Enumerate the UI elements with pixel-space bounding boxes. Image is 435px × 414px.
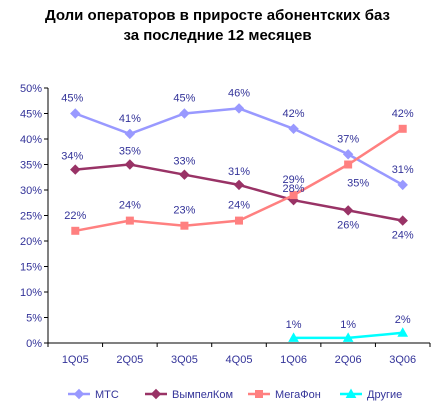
legend-entry: ВымпелКом [145, 388, 233, 401]
y-tick-label: 50% [20, 83, 42, 95]
legend-label: ВымпелКом [172, 389, 233, 401]
x-tick-label: 3Q06 [389, 354, 416, 366]
series-3-point [344, 160, 353, 169]
series-2-point [233, 179, 245, 191]
legend-swatch-marker [73, 388, 85, 400]
series-1-point [342, 149, 354, 160]
series-1-point [124, 128, 136, 140]
series-3-point [125, 216, 134, 225]
series-3-data-label: 24% [228, 200, 250, 212]
y-tick-label: 45% [20, 109, 42, 121]
series-3-point [235, 216, 243, 225]
series-4-data-label: 2% [395, 314, 411, 326]
chart-axes: 0% 5% 10% 15% 20% 25% 30% 35% 40% 45% 50% 1Q05 2Q05 3… [20, 83, 431, 366]
chart-series [70, 103, 409, 342]
series-1-point [70, 108, 81, 119]
series-2-point [397, 215, 408, 226]
series-1-point [288, 123, 299, 135]
series-1-data-label: 41% [119, 113, 141, 125]
legend-entry: Другие [340, 388, 402, 401]
y-tick-label: 20% [20, 236, 42, 248]
legend-swatch-marker [345, 388, 357, 398]
y-tick-label: 25% [20, 211, 42, 223]
x-tick-label: 1Q06 [280, 354, 307, 366]
series-4-point [397, 327, 409, 337]
series-2-data-label: 35% [119, 146, 141, 158]
legend-entry: МегаФон [248, 389, 321, 401]
series-2-data-label: 31% [228, 166, 250, 178]
x-tick-label: 4Q05 [226, 354, 253, 366]
legend-swatch-marker [150, 388, 162, 400]
legend-swatch-marker [255, 390, 263, 398]
series-1-data-label: 42% [283, 108, 305, 120]
series-2-point [124, 159, 136, 170]
series-4-data-label: 1% [340, 319, 356, 331]
series-1-point [397, 179, 408, 191]
series-1-point [179, 108, 190, 119]
legend-label: Другие [367, 389, 402, 401]
series-2-data-label: 28% [283, 183, 305, 195]
series-4-data-label: 1% [286, 319, 302, 331]
series-1-data-label: 37% [337, 133, 359, 145]
series-3-data-label: 35% [347, 178, 369, 190]
series-1-data-label: 31% [392, 164, 414, 176]
x-tick-label: 3Q05 [171, 354, 198, 366]
chart-title-line-1: Доли операторов в приросте абонентских б… [44, 7, 391, 24]
series-3-data-label: 22% [64, 210, 86, 222]
series-3-point [289, 191, 298, 200]
series-2-data-label: 24% [392, 230, 414, 242]
series-2-point [179, 169, 190, 180]
series-1-point [233, 103, 245, 114]
series-3-point [180, 221, 189, 230]
series-3-point [71, 226, 80, 235]
y-tick-label: 30% [20, 185, 42, 197]
x-tick-label: 2Q06 [335, 354, 362, 366]
series-3-data-label: 23% [173, 205, 195, 217]
y-tick-label: 10% [20, 287, 42, 299]
legend-entry: МТС [68, 388, 119, 401]
y-tick-label: 0% [26, 338, 42, 350]
chart-legend: МТС ВымпелКом МегаФон Другие [68, 388, 402, 401]
series-3-data-label: 42% [392, 108, 414, 120]
series-2-point [342, 205, 354, 216]
series-4-point [288, 332, 299, 342]
legend-label: МегаФон [275, 389, 321, 401]
series-1-data-label: 45% [173, 93, 195, 105]
chart-data-labels: 45% 41% 45% 46% 42% 37% 31% 34% 35% 33% 31% 28% 26% 2… [61, 87, 414, 331]
y-tick-label: 5% [26, 313, 42, 325]
legend-label: МТС [95, 389, 119, 401]
y-tick-label: 40% [20, 134, 42, 146]
series-1-data-label: 46% [228, 87, 250, 99]
x-tick-label: 1Q05 [62, 354, 89, 366]
series-2-data-label: 26% [337, 219, 359, 231]
series-3-point [398, 124, 407, 133]
y-tick-label: 15% [20, 262, 42, 274]
series-2-data-label: 34% [61, 151, 83, 163]
series-4-point [342, 332, 354, 342]
chart-title-line-2: за последние 12 месяцев [123, 27, 312, 44]
y-tick-label: 35% [20, 160, 42, 172]
series-1-data-label: 45% [61, 93, 83, 105]
series-3-data-label: 24% [119, 200, 141, 212]
chart-title: Доли операторов в приросте абонентских б… [0, 6, 435, 46]
series-3-data-label: 29% [283, 174, 305, 186]
series-2-point [70, 164, 81, 175]
x-tick-label: 2Q05 [116, 354, 143, 366]
series-2-data-label: 33% [173, 156, 195, 168]
